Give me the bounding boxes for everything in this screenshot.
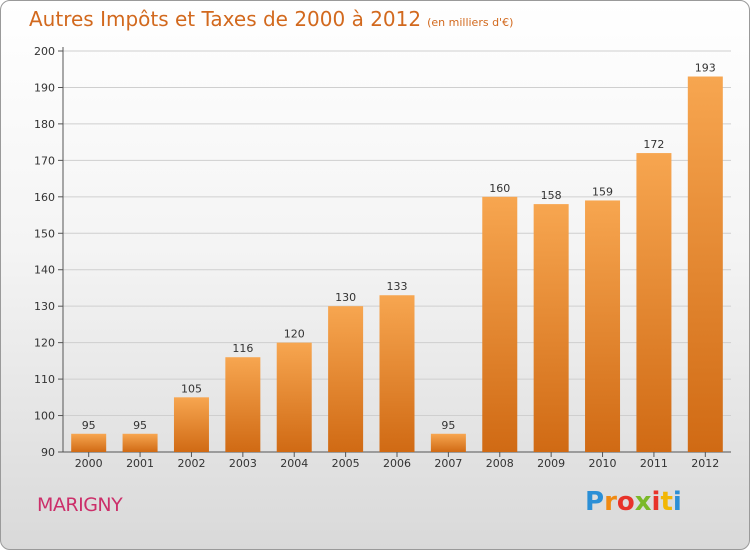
bar <box>482 196 518 452</box>
chart-subtitle: (en milliers d'€) <box>427 16 514 29</box>
bar-value-label: 133 <box>387 280 408 293</box>
x-tick-label: 2004 <box>280 457 308 470</box>
y-tick-label: 150 <box>34 227 55 240</box>
logo-letter: x <box>634 487 652 517</box>
logo-letter: i <box>672 487 682 517</box>
bar <box>636 153 672 452</box>
y-tick-label: 170 <box>34 154 55 167</box>
bar <box>328 306 364 452</box>
y-tick-label: 160 <box>34 191 55 204</box>
logo-letter: P <box>585 487 605 517</box>
x-tick-label: 2003 <box>229 457 257 470</box>
logo-letter: t <box>660 487 673 517</box>
bar-value-label: 193 <box>695 62 716 75</box>
x-tick-label: 2008 <box>486 457 514 470</box>
bar <box>71 433 107 452</box>
x-tick-label: 2006 <box>383 457 411 470</box>
bar-value-label: 158 <box>541 189 562 202</box>
bar-value-label: 130 <box>335 291 356 304</box>
bar <box>173 397 209 452</box>
bar <box>585 200 621 452</box>
logo-letter: i <box>651 487 661 517</box>
y-tick-label: 190 <box>34 81 55 94</box>
y-tick-label: 100 <box>34 410 55 423</box>
chart-title: Autres Impôts et Taxes de 2000 à 2012 (en… <box>29 7 513 31</box>
bar <box>122 433 158 452</box>
x-tick-label: 2010 <box>589 457 617 470</box>
bar <box>225 357 261 452</box>
bar-value-label: 116 <box>232 342 253 355</box>
y-tick-label: 180 <box>34 118 55 131</box>
y-tick-label: 200 <box>34 45 55 58</box>
bar-value-label: 172 <box>643 138 664 151</box>
bar-value-label: 105 <box>181 382 202 395</box>
chart-title-text: Autres Impôts et Taxes de 2000 à 2012 <box>29 7 422 31</box>
logo-letter: r <box>604 487 617 517</box>
bar <box>379 295 415 452</box>
bar-value-label: 95 <box>82 419 96 432</box>
commune-name: MARIGNY <box>37 494 123 516</box>
y-tick-label: 140 <box>34 264 55 277</box>
bar <box>276 342 312 452</box>
logo-letter: o <box>616 487 635 517</box>
y-tick-label: 120 <box>34 337 55 350</box>
bar-value-label: 160 <box>489 182 510 195</box>
x-tick-label: 2000 <box>75 457 103 470</box>
x-tick-label: 2012 <box>691 457 719 470</box>
x-tick-label: 2007 <box>434 457 462 470</box>
x-tick-label: 2011 <box>640 457 668 470</box>
proxiti-logo: Proxiti <box>585 487 682 517</box>
x-tick-label: 2009 <box>537 457 565 470</box>
x-tick-label: 2001 <box>126 457 154 470</box>
x-tick-label: 2002 <box>177 457 205 470</box>
bar-value-label: 120 <box>284 328 305 341</box>
y-tick-label: 130 <box>34 300 55 313</box>
bar-value-label: 159 <box>592 185 613 198</box>
bar <box>430 433 466 452</box>
bar <box>533 204 569 452</box>
x-tick-label: 2005 <box>332 457 360 470</box>
y-tick-label: 90 <box>41 446 55 459</box>
bar-value-label: 95 <box>441 419 455 432</box>
bar-value-label: 95 <box>133 419 147 432</box>
y-tick-label: 110 <box>34 373 55 386</box>
bar <box>687 76 723 452</box>
